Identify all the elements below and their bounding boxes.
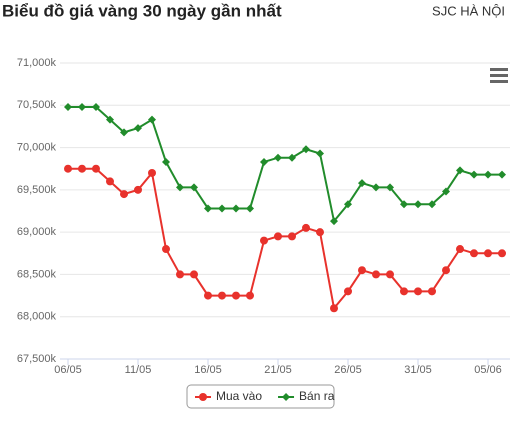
point — [288, 153, 296, 162]
point — [274, 153, 282, 162]
point — [204, 204, 212, 213]
point — [470, 249, 478, 258]
point — [414, 200, 422, 209]
point — [358, 179, 366, 188]
legend-box — [186, 384, 335, 409]
point — [442, 187, 450, 196]
point — [260, 236, 268, 245]
point — [120, 190, 128, 199]
point — [218, 291, 226, 300]
point — [204, 291, 212, 300]
point — [260, 157, 268, 166]
x-tick-label: 16/05 — [194, 364, 222, 376]
point — [64, 102, 72, 111]
point — [316, 149, 324, 158]
point — [78, 164, 86, 173]
point — [64, 164, 72, 173]
point — [246, 204, 254, 213]
menu-bar — [490, 80, 508, 83]
point — [190, 270, 198, 279]
y-tick-label: 67,500k — [17, 353, 57, 365]
y-tick-label: 70,500k — [17, 99, 57, 111]
menu-bar — [490, 74, 508, 77]
chart-subtitle: SJC HÀ NỘI — [432, 3, 505, 18]
point — [288, 232, 296, 241]
legend-label[interactable]: Mua vào — [216, 389, 262, 403]
point — [400, 287, 408, 296]
x-tick-label: 26/05 — [334, 364, 362, 376]
point — [344, 200, 352, 209]
point — [134, 124, 142, 133]
point — [176, 270, 184, 279]
point — [386, 270, 394, 279]
x-tick-label: 06/05 — [54, 364, 82, 376]
x-tick-label: 05/06 — [474, 364, 502, 376]
point — [199, 393, 207, 401]
point — [456, 245, 464, 254]
point — [176, 183, 184, 192]
point — [344, 287, 352, 296]
point — [148, 115, 156, 124]
point — [316, 228, 324, 237]
menu-button[interactable] — [490, 68, 508, 83]
point — [282, 393, 291, 401]
point — [372, 270, 380, 279]
point — [414, 287, 422, 296]
point — [428, 287, 436, 296]
point — [456, 166, 464, 175]
x-tick-label: 31/05 — [404, 364, 432, 376]
y-tick-label: 71,000k — [17, 57, 57, 69]
point — [106, 177, 114, 186]
point — [330, 217, 338, 226]
point — [274, 232, 282, 241]
point — [78, 102, 86, 111]
point — [498, 249, 506, 258]
point — [162, 157, 170, 166]
point — [442, 266, 450, 275]
y-tick-label: 69,000k — [17, 226, 57, 238]
point — [372, 183, 380, 192]
point — [428, 200, 436, 209]
y-tick-label: 70,000k — [17, 141, 57, 153]
point — [386, 183, 394, 192]
point — [498, 170, 506, 179]
point — [484, 249, 492, 258]
y-tick-label: 68,000k — [17, 311, 57, 323]
point — [358, 266, 366, 275]
x-tick-label: 11/05 — [125, 364, 152, 376]
point — [162, 245, 170, 254]
point — [246, 291, 254, 300]
point — [148, 168, 156, 177]
point — [92, 164, 100, 173]
y-tick-label: 69,500k — [17, 184, 57, 196]
chart-title: Biểu đồ giá vàng 30 ngày gần nhất — [2, 1, 282, 20]
point — [120, 128, 128, 137]
point — [400, 200, 408, 209]
point — [302, 223, 310, 232]
point — [484, 170, 492, 179]
point — [330, 304, 338, 313]
point — [232, 291, 240, 300]
x-tick-label: 21/05 — [264, 364, 292, 376]
point — [218, 204, 226, 213]
legend-label[interactable]: Bán ra — [299, 389, 335, 403]
point — [134, 185, 142, 194]
point — [232, 204, 240, 213]
point — [92, 102, 100, 111]
point — [106, 115, 114, 124]
series-line — [68, 105, 502, 224]
menu-bar — [490, 68, 508, 71]
point — [302, 145, 310, 154]
y-tick-label: 68,500k — [17, 268, 57, 280]
point — [470, 170, 478, 179]
point — [190, 183, 198, 192]
